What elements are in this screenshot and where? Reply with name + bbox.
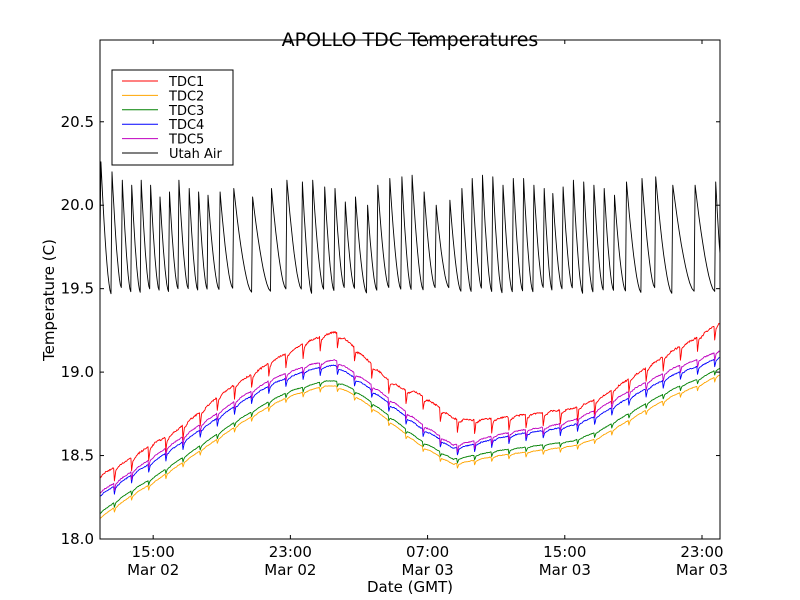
series-line-tdc3 bbox=[100, 368, 720, 515]
legend-label: TDC5 bbox=[168, 133, 204, 148]
x-tick-label-time: 23:00 bbox=[269, 543, 312, 561]
x-tick-label-date: Mar 03 bbox=[402, 561, 454, 579]
x-tick-label-date: Mar 02 bbox=[127, 561, 179, 579]
y-tick-label: 20.5 bbox=[61, 113, 94, 131]
y-tick-label: 18.0 bbox=[61, 530, 94, 548]
x-tick-label-date: Mar 03 bbox=[676, 561, 728, 579]
series-line-tdc1 bbox=[100, 322, 720, 482]
legend-box bbox=[111, 69, 234, 166]
x-tick-label-time: 07:00 bbox=[406, 543, 449, 561]
series-line-tdc5 bbox=[100, 350, 720, 494]
legend-label: TDC4 bbox=[168, 118, 204, 133]
series-layer bbox=[100, 161, 720, 519]
plot-area bbox=[100, 161, 720, 519]
y-axis: 18.0 18.5 19.0 19.5 20.0 20.5 bbox=[61, 113, 720, 548]
y-axis-label: Temperature (C) bbox=[40, 239, 58, 362]
series-line-tdc2 bbox=[100, 374, 720, 519]
series-line-tdc4 bbox=[100, 357, 720, 497]
x-tick-label-date: Mar 02 bbox=[264, 561, 316, 579]
x-tick-label-time: 15:00 bbox=[543, 543, 586, 561]
x-tick-label-time: 23:00 bbox=[680, 543, 723, 561]
x-tick-label-time: 15:00 bbox=[132, 543, 175, 561]
x-axis-label: Date (GMT) bbox=[367, 578, 453, 596]
legend-label: TDC1 bbox=[168, 75, 204, 90]
legend-label: TDC2 bbox=[168, 89, 204, 104]
y-tick-label: 20.0 bbox=[61, 196, 94, 214]
y-tick-label: 19.0 bbox=[61, 363, 94, 381]
legend-label: Utah Air bbox=[169, 147, 222, 162]
x-tick-label-date: Mar 03 bbox=[539, 561, 591, 579]
plot-frame bbox=[99, 39, 721, 540]
legend-label: TDC3 bbox=[168, 104, 204, 119]
y-tick-label: 18.5 bbox=[61, 447, 94, 465]
series-line-utah-air bbox=[100, 161, 720, 295]
y-tick-label: 19.5 bbox=[61, 280, 94, 298]
